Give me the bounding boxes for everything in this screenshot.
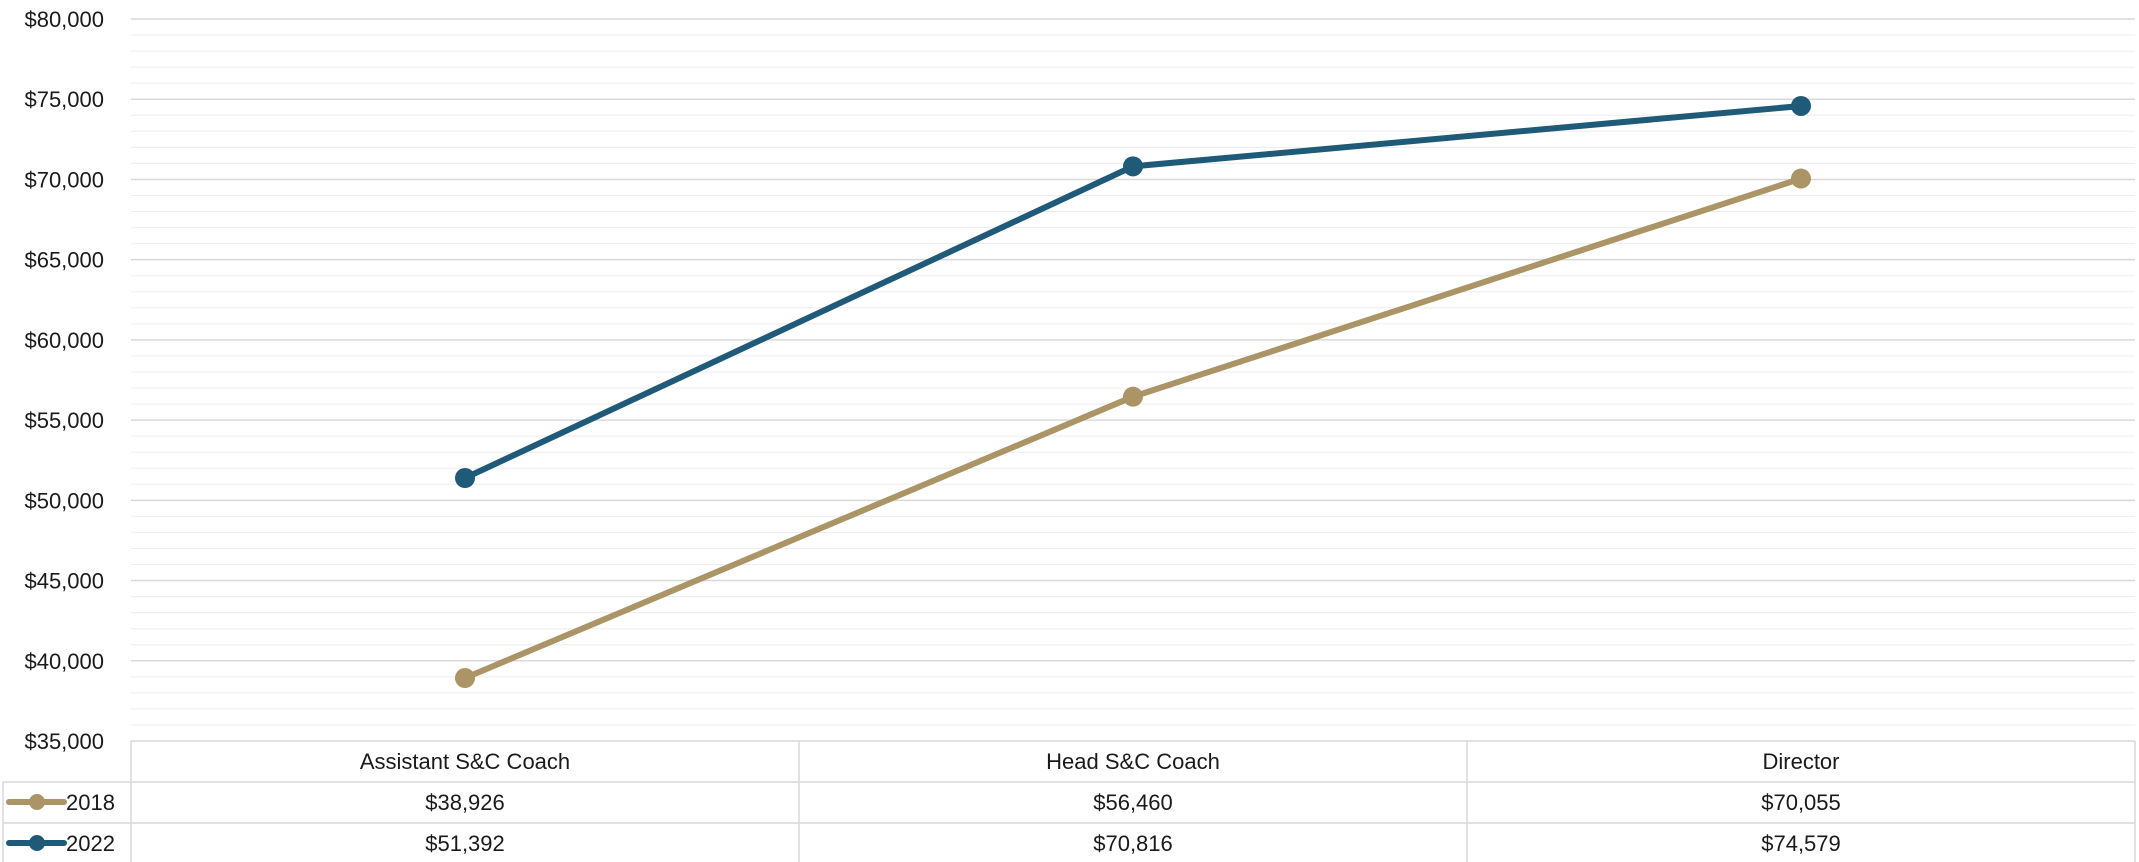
data-point-2018	[1791, 168, 1811, 189]
category-label: Assistant S&C Coach	[360, 749, 570, 774]
y-tick-label: $65,000	[24, 248, 104, 273]
y-axis-tick-labels: $35,000 $40,000 $45,000 $50,000 $55,000 $60,0…	[24, 7, 104, 754]
y-tick-label: $50,000	[24, 488, 104, 513]
data-point-2018	[1123, 386, 1143, 407]
y-tick-label: $70,000	[24, 167, 104, 192]
minor-gridlines	[131, 34, 2135, 726]
data-table-value: $51,392	[425, 831, 505, 856]
legend-key-marker	[29, 835, 45, 851]
data-point-2022	[1791, 95, 1811, 116]
y-tick-label: $55,000	[24, 408, 104, 433]
data-table-value: $56,460	[1093, 790, 1173, 815]
major-gridlines	[131, 18, 2135, 662]
y-tick-label: $45,000	[24, 569, 104, 594]
y-tick-label: $35,000	[24, 729, 104, 754]
legend-key-marker	[29, 794, 45, 810]
data-point-2018	[455, 668, 475, 689]
data-table-value: $74,579	[1761, 831, 1841, 856]
y-tick-label: $80,000	[24, 7, 104, 32]
data-point-2022	[455, 467, 475, 488]
y-tick-label: $40,000	[24, 649, 104, 674]
category-label: Head S&C Coach	[1046, 749, 1220, 774]
data-table-value: $70,055	[1761, 790, 1841, 815]
data-point-2022	[1123, 156, 1143, 177]
data-table: Assistant S&C Coach Head S&C Coach Directo…	[2, 740, 2136, 862]
y-tick-label: $75,000	[24, 87, 104, 112]
legend-label: 2018	[66, 790, 115, 815]
category-label: Director	[1762, 749, 1839, 774]
series-line-2018	[462, 175, 1804, 682]
data-table-value: $70,816	[1093, 831, 1173, 856]
legend-label: 2022	[66, 831, 115, 856]
data-table-value: $38,926	[425, 790, 505, 815]
series-layer	[455, 95, 1811, 689]
y-tick-label: $60,000	[24, 328, 104, 353]
